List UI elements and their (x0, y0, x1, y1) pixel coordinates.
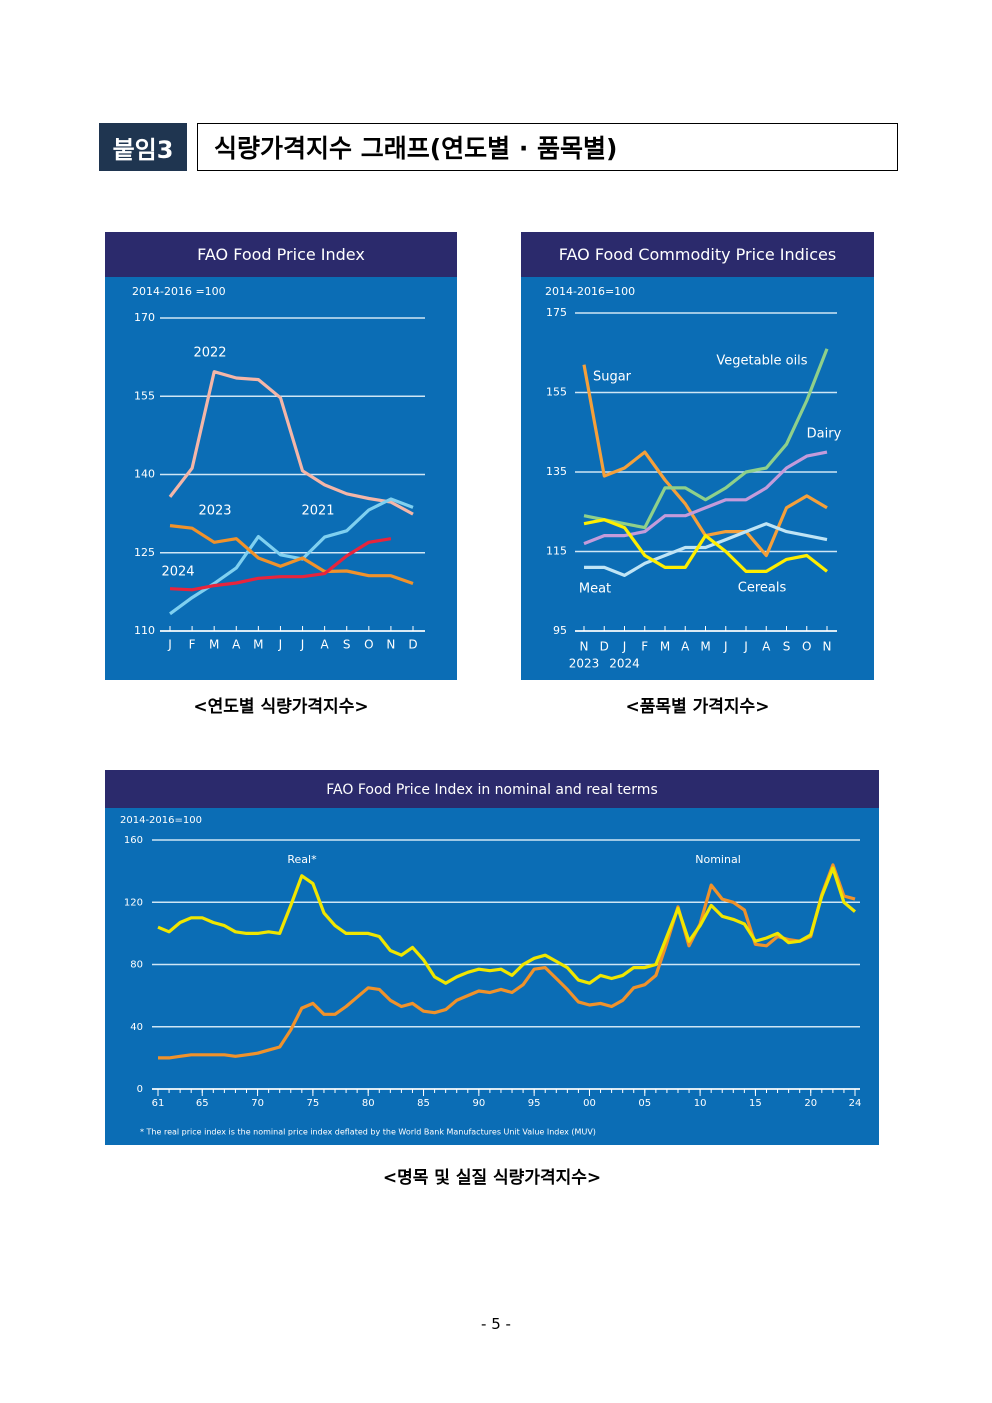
x-tick-label: M (209, 638, 219, 652)
x-tick-label: J (723, 640, 728, 654)
footnote: * The real price index is the nominal pr… (140, 1128, 596, 1137)
x-tick-label: 10 (694, 1098, 707, 1109)
plot-background (521, 232, 874, 680)
x-tick-label: 61 (152, 1098, 165, 1109)
series-line (584, 522, 828, 577)
chart: FAO Food Commodity Price Indices 2014-201… (521, 232, 874, 680)
x-tick-label: S (783, 640, 791, 654)
series-line (583, 518, 828, 573)
y-tick-label: 160 (124, 835, 143, 846)
x-tick-label: 24 (849, 1098, 862, 1109)
y-tick-label: 40 (130, 1022, 143, 1033)
y-tick-label: 155 (546, 386, 567, 399)
series-label: Real* (287, 853, 317, 866)
series-label: 2022 (193, 346, 226, 361)
y-tick-label: 110 (134, 624, 155, 637)
series-label: 2021 (301, 504, 334, 519)
y-tick-label: 170 (134, 311, 155, 324)
x-tick-label: F (641, 640, 648, 654)
x-tick-label: M (660, 640, 670, 654)
x-tick-label: 65 (196, 1098, 209, 1109)
chart-title: FAO Food Price Index (197, 245, 365, 264)
chart-title: FAO Food Price Index in nominal and real… (326, 782, 657, 798)
x-tick-label: D (408, 638, 417, 652)
caption: <연도별 식량가격지수> (193, 697, 369, 717)
series-label: Dairy (807, 427, 842, 442)
year-label: 2023 (569, 657, 600, 671)
series-line (168, 370, 414, 516)
x-tick-label: J (743, 640, 748, 654)
series-label: Sugar (593, 370, 632, 385)
x-tick-label: A (681, 640, 690, 654)
x-tick-label: 95 (528, 1098, 541, 1109)
x-tick-label: 85 (417, 1098, 430, 1109)
x-tick-label: M (700, 640, 710, 654)
series-line (158, 863, 856, 1060)
axis-note: 2014-2016=100 (545, 285, 635, 298)
title-bar (521, 232, 874, 277)
page-number: - 5 - (481, 1315, 511, 1333)
x-tick-label: 90 (472, 1098, 485, 1109)
x-tick-label: N (823, 640, 832, 654)
series-line (169, 524, 414, 586)
series-label: Vegetable oils (716, 354, 807, 369)
series-line (583, 450, 828, 546)
x-tick-label: A (232, 638, 241, 652)
y-tick-label: 135 (546, 465, 567, 478)
x-tick-label: J (167, 638, 172, 652)
x-tick-label: 75 (307, 1098, 320, 1109)
y-tick-label: 125 (134, 546, 155, 559)
series-label: 2024 (161, 565, 194, 580)
axis-note: 2014-2016=100 (120, 815, 202, 826)
y-tick-label: 155 (134, 389, 155, 402)
x-tick-label: N (580, 640, 589, 654)
x-tick-label: 15 (749, 1098, 762, 1109)
x-tick-label: 05 (638, 1098, 651, 1109)
x-tick-label: O (802, 640, 811, 654)
y-tick-label: 140 (134, 468, 155, 481)
y-tick-label: 115 (546, 545, 567, 558)
x-tick-label: M (253, 638, 263, 652)
series-label: 2023 (198, 504, 231, 519)
y-tick-label: 175 (546, 306, 567, 319)
series-line (583, 348, 829, 530)
chart: FAO Food Price Index 2014-2016 =100 110 125… (105, 232, 457, 680)
x-tick-label: O (364, 638, 373, 652)
chart-title: FAO Food Commodity Price Indices (559, 245, 836, 264)
year-label: 2024 (609, 657, 640, 671)
caption: <품목별 가격지수> (625, 697, 770, 717)
series-label: Nominal (695, 853, 741, 866)
series-line (157, 866, 857, 985)
appendix-tag: 붙임3 (99, 123, 187, 171)
y-tick-label: 95 (553, 624, 567, 637)
series-label: Meat (579, 582, 611, 597)
x-tick-label: J (278, 638, 283, 652)
x-tick-label: F (189, 638, 196, 652)
title-bar (105, 232, 457, 277)
title-bar (105, 770, 879, 808)
x-tick-label: 70 (251, 1098, 264, 1109)
y-tick-label: 80 (130, 960, 143, 971)
chart: FAO Food Price Index in nominal and real… (105, 770, 879, 1145)
y-tick-label: 0 (137, 1084, 143, 1095)
x-tick-label: 80 (362, 1098, 375, 1109)
plot-background (105, 232, 457, 680)
plot-background (105, 770, 879, 1145)
x-tick-label: A (321, 638, 330, 652)
x-tick-label: J (622, 640, 627, 654)
section-title: 식량가격지수 그래프(연도별 · 품목별) (197, 123, 898, 171)
x-tick-label: N (386, 638, 395, 652)
y-tick-label: 120 (124, 897, 143, 908)
axis-note: 2014-2016 =100 (132, 285, 226, 298)
x-tick-label: 00 (583, 1098, 596, 1109)
series-line (169, 537, 392, 592)
x-tick-label: D (600, 640, 609, 654)
x-tick-label: 20 (804, 1098, 817, 1109)
x-tick-label: A (762, 640, 771, 654)
x-tick-label: S (343, 638, 351, 652)
x-tick-label: J (300, 638, 305, 652)
series-label: Cereals (738, 581, 787, 596)
caption: <명목 및 실질 식량가격지수> (382, 1168, 602, 1188)
